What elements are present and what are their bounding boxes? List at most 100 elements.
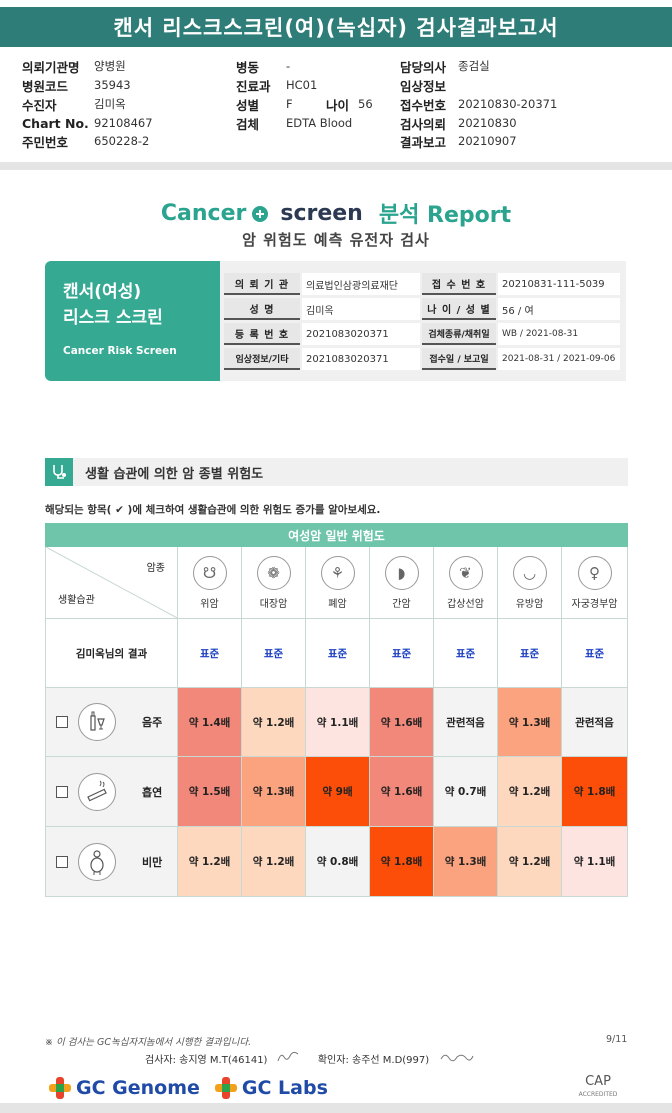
- result-standard: 표준: [562, 619, 628, 688]
- info-value: 20210830: [458, 116, 517, 130]
- risk-value: 약 9배: [306, 757, 370, 827]
- patient-label: 임상정보/기타: [224, 348, 300, 370]
- page-subtitle: 암 위험도 예측 유전자 검사: [242, 231, 430, 249]
- cancer-header: ♀ 자궁경부암: [562, 547, 628, 619]
- cancer-name: 갑상선암: [447, 598, 484, 610]
- info-row: 접수번호 20210830-20371: [400, 95, 557, 113]
- cancer-header: ❁ 대장암: [242, 547, 306, 619]
- info-label: 의뢰기관명: [22, 59, 80, 75]
- info-label: Chart No.: [22, 115, 89, 131]
- info-value: 92108467: [94, 116, 153, 130]
- info-row: 검사의뢰 20210830: [400, 114, 517, 132]
- banner-line1: 캔서(여성): [63, 282, 142, 302]
- banner-en: Cancer Risk Screen: [63, 345, 177, 357]
- cancer-name: 위암: [200, 598, 219, 610]
- info-label: 수진자: [22, 97, 57, 113]
- info-value: F: [286, 97, 293, 111]
- stethoscope-icon: [45, 458, 73, 486]
- habit-checkbox[interactable]: [56, 855, 68, 868]
- cancer-name: 자궁경부암: [571, 598, 618, 610]
- patient-label: 검체종류/채취일: [422, 323, 496, 345]
- risk-value: 관련적음: [434, 688, 498, 757]
- habit-name: 비만: [142, 855, 163, 869]
- info-value: 20210907: [458, 134, 517, 148]
- cancer-header: ◗ 간암: [370, 547, 434, 619]
- info-row: 주민번호 650228-2: [22, 132, 149, 150]
- habit-label-cell: 음주: [45, 688, 178, 757]
- patient-value: 2021083020371: [302, 323, 420, 345]
- patient-value: 56 / 여: [498, 298, 620, 320]
- report-title: 캔서 리스크스크린(여)(녹십자) 검사결과보고서: [0, 7, 672, 47]
- gc-labs-logo: GC Labs: [214, 1076, 328, 1100]
- patient-label: 접수일 / 보고일: [422, 348, 496, 370]
- risk-value: 약 1.3배: [242, 757, 306, 827]
- info-row: 의뢰기관명 양병원: [22, 57, 126, 75]
- info-value: HC01: [286, 78, 318, 92]
- banner-line2: 리스크 스크린: [63, 308, 163, 328]
- logo-word-report: 분석 Report: [378, 203, 512, 228]
- info-label: 주민번호: [22, 134, 69, 150]
- risk-value: 약 1.2배: [498, 827, 562, 897]
- result-standard: 표준: [178, 619, 242, 688]
- info-label: 접수번호: [400, 97, 447, 113]
- info-value: 20210830-20371: [458, 97, 558, 111]
- result-standard: 표준: [434, 619, 498, 688]
- cap-accredited-logo: CAP ACCREDITED: [567, 1075, 629, 1105]
- cancer-name: 대장암: [259, 598, 288, 610]
- logo-word-cancer: Cancer: [160, 200, 247, 226]
- patient-label: 의 뢰 기 관: [224, 273, 300, 295]
- organ-icon: ☋: [192, 555, 227, 590]
- brand-name: GC Genome: [76, 1077, 200, 1099]
- info-label: 성별: [236, 97, 260, 113]
- info-value: -: [286, 59, 291, 73]
- risk-value: 약 1.3배: [498, 688, 562, 757]
- info-value: 650228-2: [94, 134, 150, 148]
- info-value: 56: [358, 97, 373, 111]
- risk-value: 약 0.7배: [434, 757, 498, 827]
- risk-value: 약 1.4배: [178, 688, 242, 757]
- info-label: 검사의뢰: [400, 116, 447, 132]
- page-number: 9/11: [606, 1034, 628, 1045]
- organ-icon: ◡: [512, 555, 547, 590]
- signatures: 검사자: 송지영 M.T(46141) 확인자: 송주선 M.D(997): [145, 1051, 474, 1066]
- gc-cross-icon: [48, 1076, 72, 1100]
- result-standard: 표준: [498, 619, 562, 688]
- risk-mark-icon: [250, 203, 270, 223]
- organ-icon: ❁: [256, 555, 291, 590]
- info-label: 담당의사: [400, 59, 447, 75]
- info-row: 검체 EDTA Blood: [236, 114, 352, 132]
- risk-value: 약 0.8배: [306, 827, 370, 897]
- info-row: 병원코드 35943: [22, 76, 131, 94]
- patient-label: 접 수 번 호: [422, 273, 496, 295]
- patient-label: 나 이 / 성 별: [422, 298, 496, 320]
- divider: [0, 162, 672, 170]
- risk-value: 약 1.1배: [562, 827, 628, 897]
- cap-sub-text: ACCREDITED: [578, 1091, 618, 1098]
- risk-value: 약 1.8배: [562, 757, 628, 827]
- patient-value: WB / 2021-08-31: [498, 323, 620, 345]
- cap-text: CAP: [585, 1074, 611, 1089]
- bottle-glass-icon: [78, 703, 116, 741]
- info-row: 임상정보: [400, 76, 458, 94]
- info-value: EDTA Blood: [286, 116, 353, 130]
- signature-icon: [277, 1051, 309, 1066]
- section-hint: 해당되는 항목( ✔ )에 체크하여 생활습관에 의한 위험도 증가를 알아보세…: [45, 504, 381, 516]
- habit-checkbox[interactable]: [56, 785, 68, 798]
- signature-icon: [440, 1051, 474, 1066]
- habit-checkbox[interactable]: [56, 716, 68, 728]
- habit-label-cell: 흡연: [45, 757, 178, 827]
- confirmer-text: 확인자: 송주선 M.D(997): [317, 1055, 430, 1066]
- info-value: 김미옥: [94, 97, 126, 111]
- cigarette-icon: [78, 772, 116, 811]
- risk-value: 약 1.5배: [178, 757, 242, 827]
- organ-icon: ❦: [448, 555, 483, 590]
- habit-name: 음주: [142, 716, 163, 729]
- page-edge: [0, 1103, 672, 1113]
- cancer-screen-logo: Cancer screen 분석 Report: [0, 196, 672, 230]
- patient-table: 의 뢰 기 관 의료법인삼광의료재단 접 수 번 호 20210831-111-…: [220, 261, 626, 381]
- patient-value: 2021083020371: [302, 348, 420, 370]
- info-row: Chart No. 92108467: [22, 114, 153, 132]
- product-banner: 캔서(여성) 리스크 스크린 Cancer Risk Screen: [45, 261, 220, 381]
- risk-value: 약 1.1배: [306, 688, 370, 757]
- risk-value: 약 1.2배: [498, 757, 562, 827]
